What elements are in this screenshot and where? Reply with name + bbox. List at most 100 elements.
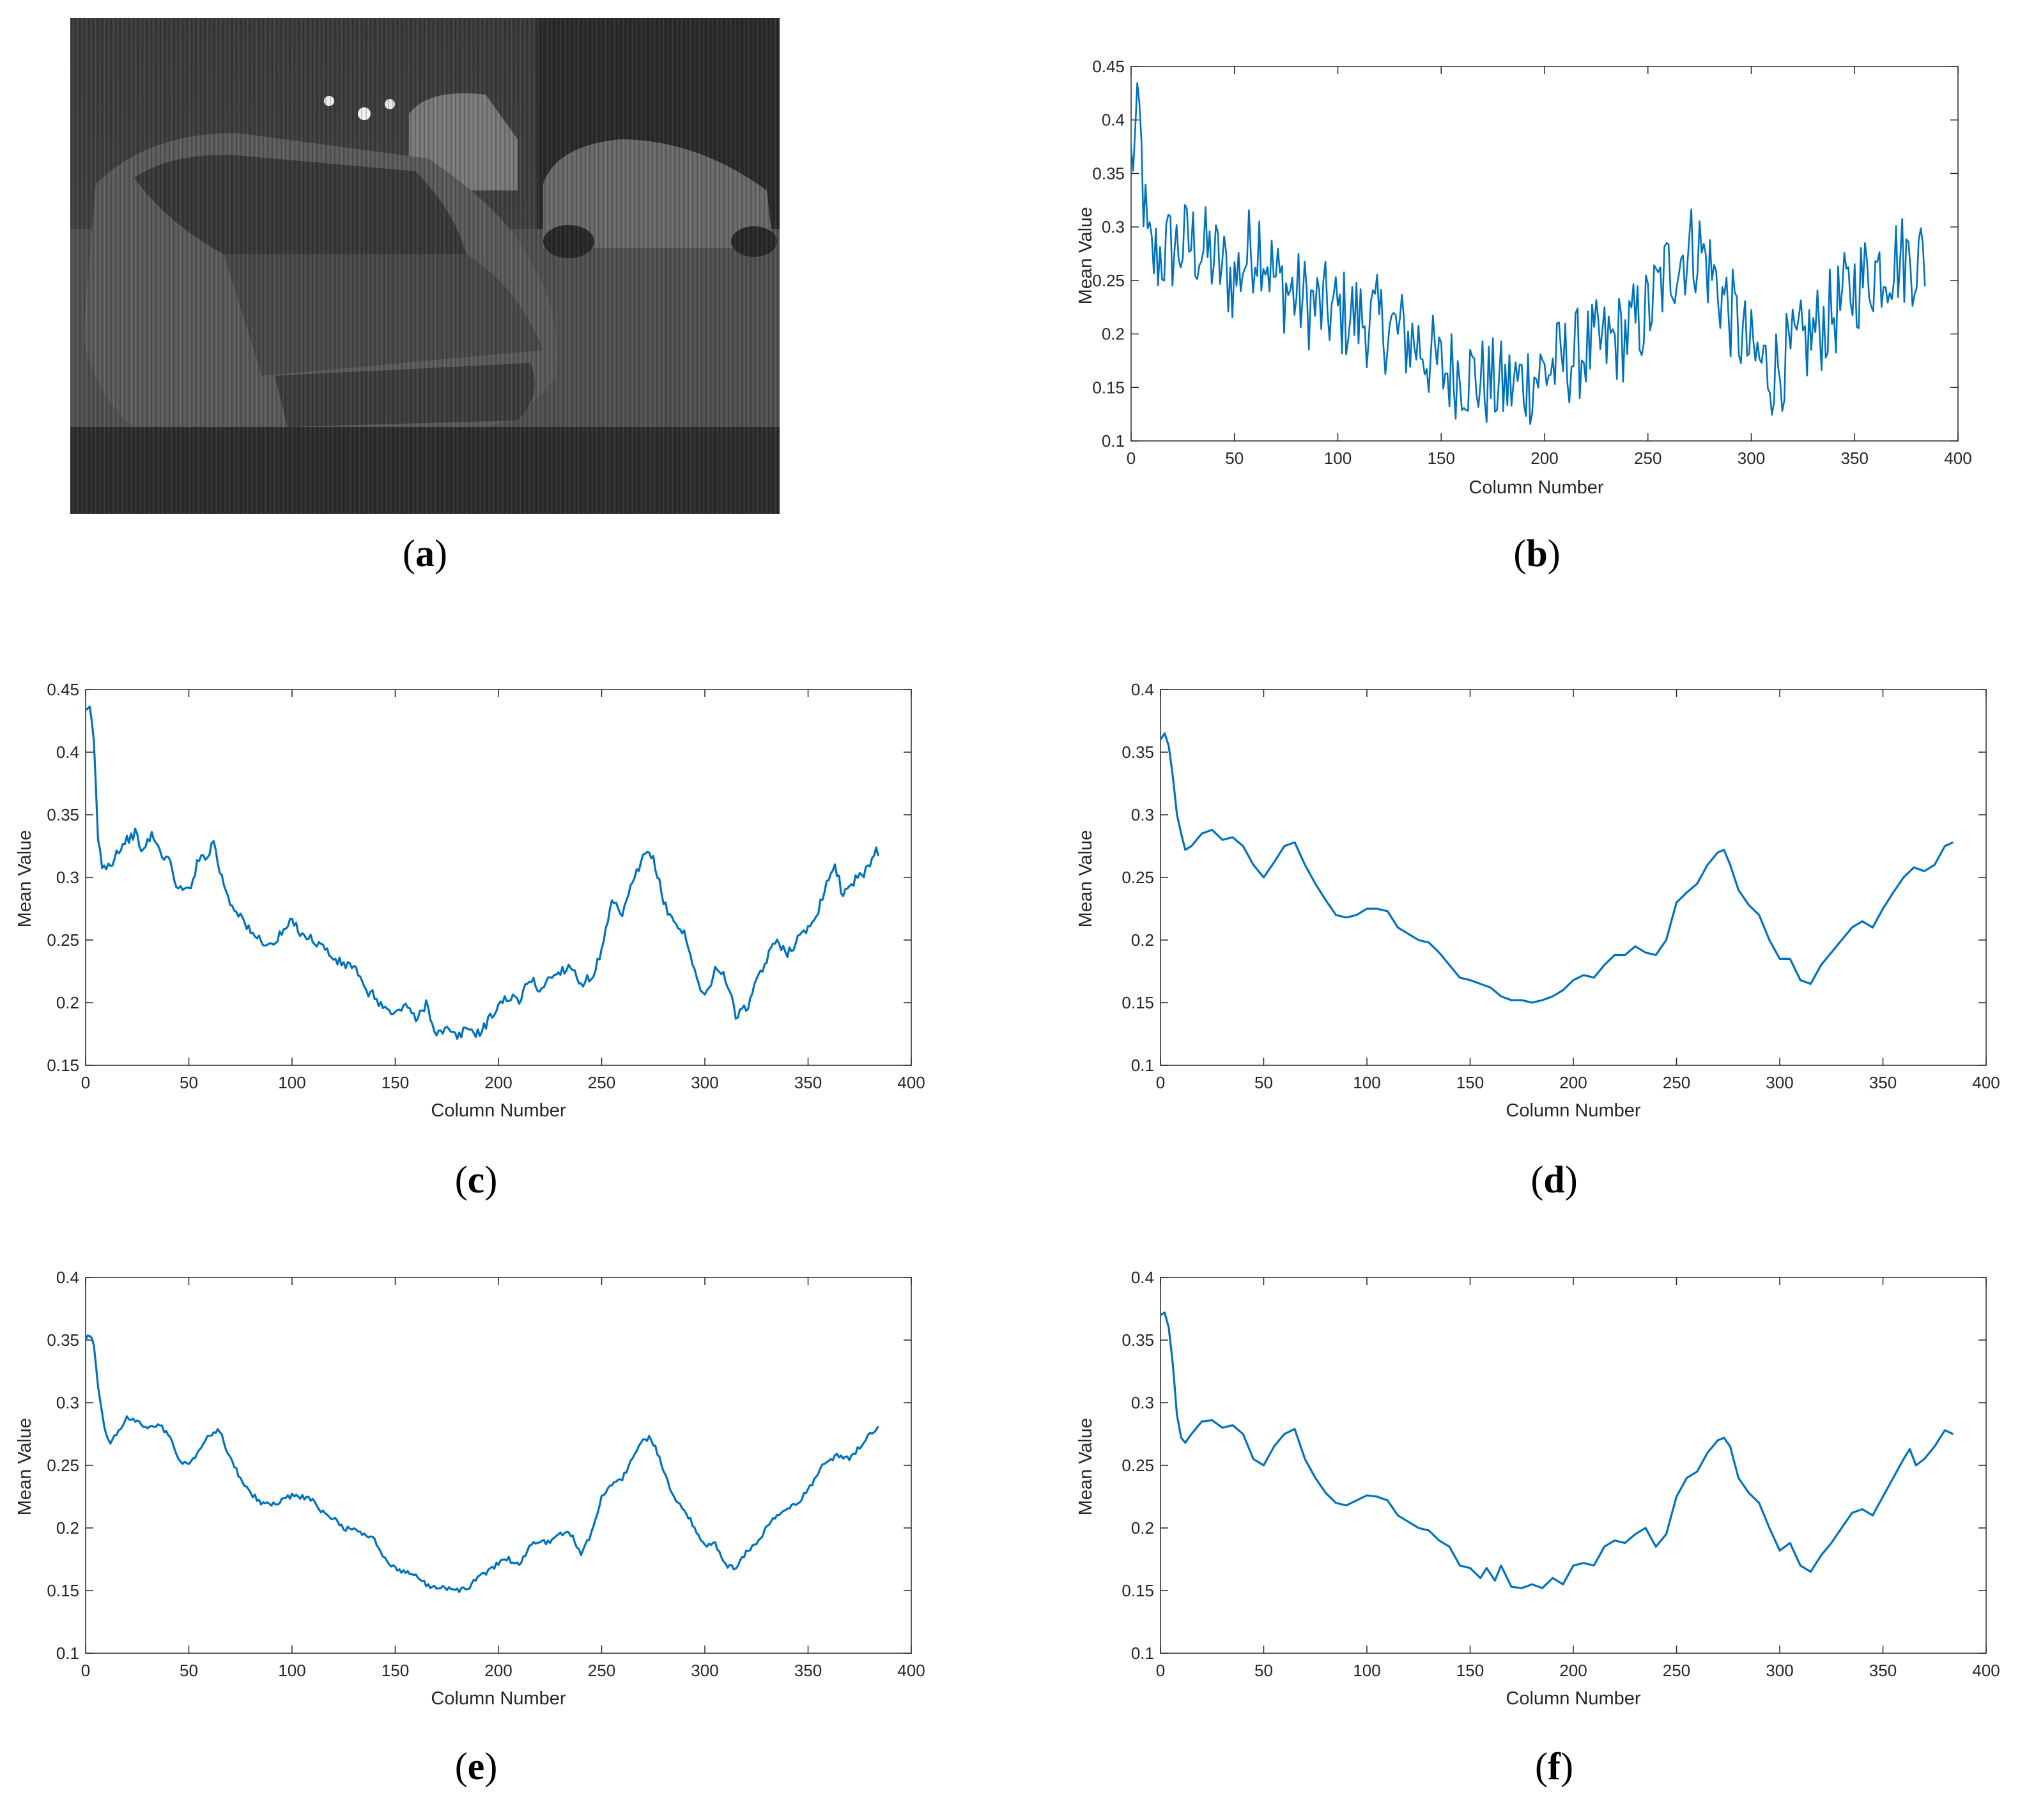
x-tick-label: 150 — [1456, 1661, 1484, 1680]
y-tick-label: 0.4 — [1131, 680, 1154, 699]
infrared-car-image — [70, 18, 780, 514]
caption-e: (e) — [454, 1745, 498, 1787]
x-tick-label: 100 — [1353, 1073, 1380, 1092]
chart-c-plot: 0 50 100 150 200 250 300 350 400 0.15 0.2 0.25 0.3 0.… — [47, 680, 925, 1092]
chart-b-ylabel: Mean Value — [1076, 207, 1096, 305]
y-tick-label: 0.25 — [1122, 1456, 1154, 1475]
chart-c-xlabel: Column Number — [431, 1100, 566, 1121]
y-tick-label: 0.35 — [1122, 743, 1154, 762]
chart-e-xlabel: Column Number — [431, 1688, 566, 1709]
y-tick-label: 0.15 — [1122, 993, 1154, 1012]
series-line-mean-value — [1160, 1311, 1954, 1589]
x-tick-label: 400 — [897, 1073, 925, 1092]
y-tick-label: 0.1 — [1102, 431, 1125, 451]
x-tick-label: 200 — [1530, 449, 1558, 468]
y-tick-label: 0.35 — [1092, 164, 1125, 183]
x-tick-label: 300 — [1766, 1073, 1793, 1092]
x-tick-label: 350 — [1869, 1661, 1897, 1680]
x-tick-label: 200 — [1559, 1073, 1587, 1092]
x-tick-label: 350 — [1869, 1073, 1897, 1092]
x-tick-label: 250 — [1634, 449, 1661, 468]
x-tick-label: 50 — [180, 1661, 198, 1680]
caption-a: (a) — [403, 532, 447, 575]
x-tick-label: 250 — [1663, 1073, 1690, 1092]
series-line-mean-value — [84, 706, 879, 1040]
x-tick-label: 100 — [278, 1661, 305, 1680]
y-tick-label: 0.2 — [1131, 1518, 1154, 1538]
plot-area — [1130, 66, 1959, 442]
x-tick-label: 0 — [81, 1661, 90, 1680]
y-tick-label: 0.3 — [56, 868, 79, 887]
x-tick-label: 250 — [588, 1661, 615, 1680]
x-tick-label: 200 — [484, 1073, 512, 1092]
y-tick-label: 0.15 — [47, 1581, 79, 1600]
x-tick-label: 350 — [794, 1073, 822, 1092]
infrared-car-image-graphic — [70, 18, 780, 514]
x-tick-label: 300 — [1766, 1661, 1793, 1680]
series-line-mean-value — [1130, 82, 1926, 425]
y-tick-label: 0.2 — [1131, 930, 1154, 950]
y-tick-label: 0.1 — [1131, 1056, 1154, 1075]
x-tick-label: 150 — [1428, 449, 1455, 468]
x-tick-label: 350 — [794, 1661, 822, 1680]
chart-f: 0 50 100 150 200 250 300 350 400 0.1 0.15 0.2 0.25 0.… — [1076, 1268, 2000, 1709]
chart-e-plot: 0 50 100 150 200 250 300 350 400 0.1 0.15 0.2 0.25 0.… — [47, 1268, 925, 1680]
y-tick-label: 0.45 — [47, 680, 79, 699]
y-tick-label: 0.15 — [47, 1056, 79, 1075]
y-tick-label: 0.25 — [1092, 271, 1125, 290]
plot-area — [1160, 689, 1987, 1066]
x-tick-label: 150 — [1456, 1073, 1484, 1092]
plot-area — [85, 689, 912, 1066]
chart-d-ylabel: Mean Value — [1076, 830, 1096, 928]
chart-e: 0 50 100 150 200 250 300 350 400 0.1 0.15 0.2 0.25 0.… — [15, 1268, 925, 1709]
y-tick-label: 0.25 — [1122, 868, 1154, 887]
chart-b: 0 50 100 150 200 250 300 350 400 0.1 0.15 0.2 0.25 0.… — [1076, 57, 1972, 498]
series-line-mean-value — [84, 1334, 879, 1593]
chart-c-ylabel: Mean Value — [15, 830, 35, 928]
y-tick-label: 0.45 — [1092, 57, 1125, 76]
y-tick-label: 0.35 — [47, 1330, 79, 1350]
x-tick-label: 0 — [1127, 449, 1136, 468]
y-tick-label: 0.35 — [1122, 1330, 1154, 1350]
x-tick-label: 100 — [1353, 1661, 1380, 1680]
chart-b-plot: 0 50 100 150 200 250 300 350 400 0.1 0.15 0.2 0.25 0.… — [1092, 57, 1971, 468]
x-tick-label: 350 — [1841, 449, 1869, 468]
chart-c: 0 50 100 150 200 250 300 350 400 0.15 0.2 0.25 0.3 0.… — [15, 680, 925, 1121]
x-tick-label: 50 — [1254, 1661, 1273, 1680]
x-tick-label: 400 — [1944, 449, 1971, 468]
x-tick-label: 300 — [691, 1661, 718, 1680]
x-tick-label: 250 — [588, 1073, 615, 1092]
y-tick-label: 0.25 — [47, 930, 79, 950]
y-tick-label: 0.3 — [1131, 805, 1154, 824]
y-tick-label: 0.15 — [1092, 378, 1125, 397]
y-tick-label: 0.3 — [1102, 217, 1125, 236]
y-tick-label: 0.3 — [1131, 1393, 1154, 1412]
caption-d: (d) — [1530, 1159, 1578, 1201]
caption-b: (b) — [1513, 532, 1561, 575]
y-tick-label: 0.25 — [47, 1456, 79, 1475]
y-tick-label: 0.2 — [56, 1518, 79, 1538]
y-tick-label: 0.35 — [47, 805, 79, 824]
caption-c: (c) — [454, 1159, 498, 1201]
plot-area — [1160, 1277, 1987, 1654]
y-tick-label: 0.1 — [56, 1644, 79, 1663]
x-tick-label: 50 — [1225, 449, 1244, 468]
x-tick-label: 0 — [1156, 1073, 1165, 1092]
chart-f-ylabel: Mean Value — [1076, 1418, 1096, 1516]
x-tick-label: 300 — [1738, 449, 1765, 468]
x-tick-label: 50 — [180, 1073, 198, 1092]
y-tick-label: 0.3 — [56, 1393, 79, 1412]
x-tick-label: 200 — [484, 1661, 512, 1680]
y-tick-label: 0.4 — [56, 1268, 79, 1287]
y-tick-label: 0.4 — [56, 743, 79, 762]
x-tick-label: 100 — [278, 1073, 305, 1092]
chart-d: 0 50 100 150 200 250 300 350 400 0.1 0.15 0.2 0.25 0.… — [1076, 680, 2000, 1121]
x-tick-label: 0 — [81, 1073, 90, 1092]
y-tick-label: 0.2 — [1102, 325, 1125, 344]
y-tick-label: 0.15 — [1122, 1581, 1154, 1600]
y-tick-label: 0.4 — [1102, 111, 1125, 130]
x-tick-label: 300 — [691, 1073, 718, 1092]
x-tick-label: 400 — [897, 1661, 925, 1680]
caption-f: (f) — [1535, 1745, 1573, 1787]
x-tick-label: 100 — [1324, 449, 1352, 468]
